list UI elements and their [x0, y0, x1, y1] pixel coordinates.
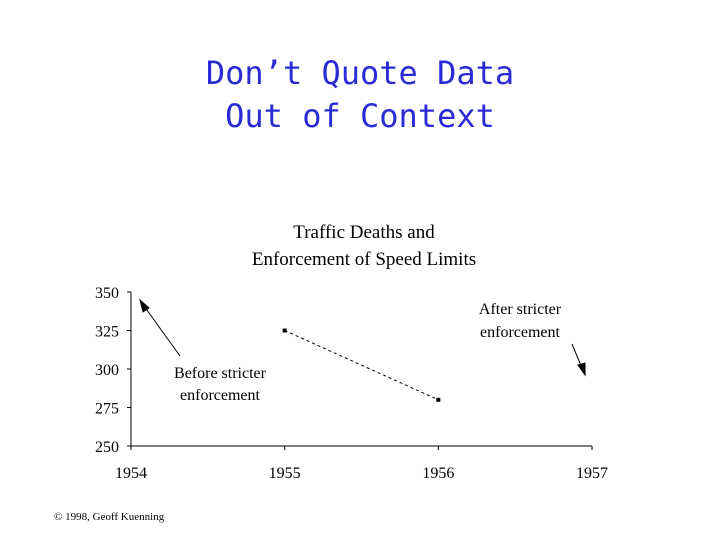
annotation: enforcement [180, 387, 261, 404]
y-tick-label: 300 [95, 362, 119, 379]
y-tick-label: 325 [95, 324, 119, 341]
y-tick-label: 275 [95, 401, 119, 418]
annotation: After stricter [479, 301, 562, 318]
annotation-arrows [139, 298, 586, 377]
y-tick-label: 250 [95, 439, 119, 456]
slide-title: Don’t Quote Data [206, 54, 514, 92]
arrow [143, 305, 181, 357]
data-line [284, 330, 439, 401]
data-point [436, 397, 441, 402]
annotation: enforcement [480, 324, 561, 341]
x-tick-label: 1955 [269, 465, 301, 482]
x-tick-label: 1957 [576, 465, 608, 482]
arrowhead [139, 298, 150, 313]
y-tick-label: 350 [95, 285, 119, 302]
slide-title: Out of Context [225, 97, 495, 135]
chart-title: Traffic Deaths and [293, 222, 435, 243]
x-tick-label: 1956 [422, 465, 454, 482]
arrowhead [577, 362, 586, 377]
footer: © 1998, Geoff Kuenning [54, 511, 165, 523]
x-tick-label: 1954 [115, 465, 147, 482]
annotation: Before stricter [174, 365, 267, 382]
chart-title: Enforcement of Speed Limits [252, 249, 476, 270]
data-point [282, 328, 287, 333]
